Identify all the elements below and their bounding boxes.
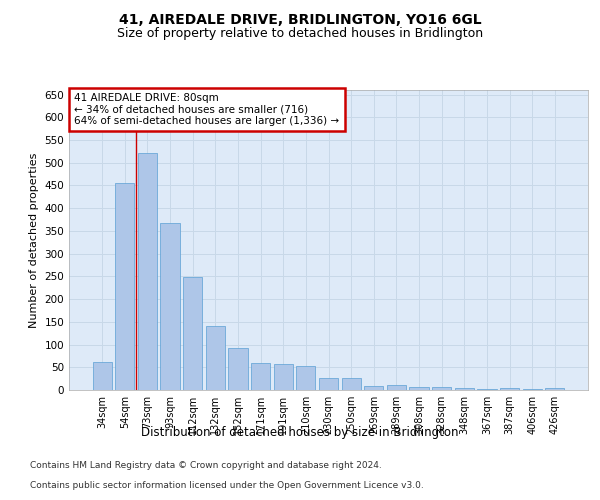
Text: 41 AIREDALE DRIVE: 80sqm
← 34% of detached houses are smaller (716)
64% of semi-: 41 AIREDALE DRIVE: 80sqm ← 34% of detach…	[74, 93, 340, 126]
Bar	[229, 348, 248, 390]
Bar	[455, 388, 474, 390]
Bar	[409, 387, 428, 390]
Bar	[341, 378, 361, 390]
Y-axis label: Number of detached properties: Number of detached properties	[29, 152, 39, 328]
Bar	[432, 388, 451, 390]
Bar	[545, 388, 565, 390]
Text: Size of property relative to detached houses in Bridlington: Size of property relative to detached ho…	[117, 28, 483, 40]
Bar	[296, 366, 316, 390]
Bar	[523, 389, 542, 390]
Text: Contains public sector information licensed under the Open Government Licence v3: Contains public sector information licen…	[30, 481, 424, 490]
Bar	[92, 362, 112, 390]
Bar	[364, 386, 383, 390]
Bar	[206, 326, 225, 390]
Bar	[115, 183, 134, 390]
Bar	[319, 378, 338, 390]
Bar	[138, 152, 157, 390]
Bar	[477, 389, 497, 390]
Bar	[160, 223, 180, 390]
Bar	[251, 362, 270, 390]
Text: Distribution of detached houses by size in Bridlington: Distribution of detached houses by size …	[141, 426, 459, 439]
Text: 41, AIREDALE DRIVE, BRIDLINGTON, YO16 6GL: 41, AIREDALE DRIVE, BRIDLINGTON, YO16 6G…	[119, 12, 481, 26]
Bar	[274, 364, 293, 390]
Text: Contains HM Land Registry data © Crown copyright and database right 2024.: Contains HM Land Registry data © Crown c…	[30, 461, 382, 470]
Bar	[183, 278, 202, 390]
Bar	[387, 385, 406, 390]
Bar	[500, 388, 519, 390]
